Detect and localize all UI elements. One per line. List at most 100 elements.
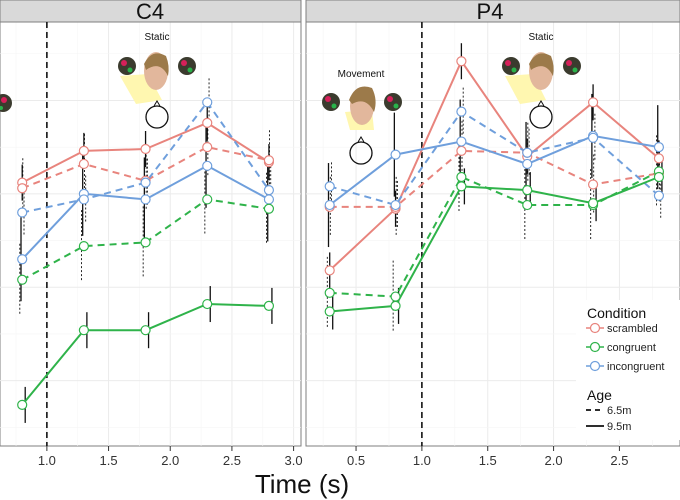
data-point-incongruent [263, 194, 275, 205]
series-lines [329, 59, 660, 313]
data-point-congruent [140, 325, 151, 336]
data-point-scrambled [202, 142, 213, 153]
legend-label-6.5m: 6.5m [607, 405, 631, 417]
head-outline-icon [529, 105, 553, 129]
data-point-scrambled [78, 145, 89, 156]
head-nose-icon [537, 100, 545, 107]
data-point-scrambled [587, 179, 599, 190]
hair-icon [529, 53, 554, 76]
data-point-scrambled [653, 153, 665, 164]
ball-icon-spot [1, 97, 7, 103]
x-tick-label: 1.0 [38, 453, 56, 468]
data-point-incongruent [653, 190, 665, 201]
data-point-incongruent [522, 147, 533, 158]
data-point-incongruent [456, 136, 467, 147]
x-axis-title: Time (s) [255, 469, 349, 499]
strip-background [305, 0, 680, 23]
data-point-scrambled [587, 97, 599, 108]
x-tick-label: 3.0 [285, 453, 303, 468]
head-nose-icon [153, 100, 161, 107]
data-point-incongruent [324, 181, 335, 192]
x-tick-label: 1.0 [413, 453, 431, 468]
data-point-incongruent [456, 106, 467, 117]
ball-icon [322, 93, 340, 111]
legend-label-scrambled: scrambled [607, 323, 658, 335]
legend: Condition scrambledcongruentincongruent … [576, 300, 680, 440]
data-point-incongruent [324, 199, 335, 211]
data-point-incongruent [78, 194, 89, 205]
legend-conditions: scrambled congruent incongruent [586, 322, 665, 373]
x-tick-label: 2.5 [610, 453, 628, 468]
x-axis-ticks: 1.0 1.5 2.0 2.5 3.0 [38, 446, 303, 468]
data-point-incongruent [17, 207, 28, 218]
series-line-scrambled-9.5m [329, 59, 660, 272]
series-line-incongruent-9.5m [329, 134, 660, 206]
x-tick-label: 2.0 [161, 453, 179, 468]
data-point-congruent [456, 181, 467, 192]
ball-icon [178, 57, 196, 75]
ball-icon-spot [181, 60, 187, 66]
data-point-congruent [263, 300, 275, 312]
data-point-scrambled [324, 265, 335, 276]
data-point-incongruent [390, 149, 401, 160]
ball-icon [502, 57, 520, 75]
series-points [324, 56, 665, 317]
data-point-scrambled [202, 117, 213, 128]
panel-title: P4 [477, 0, 504, 24]
data-point-congruent [390, 291, 401, 302]
data-point-incongruent [263, 185, 275, 196]
data-point-congruent [324, 287, 335, 298]
x-tick-label: 2.5 [223, 453, 241, 468]
data-point-congruent [522, 185, 533, 196]
panel-c4: C4 Static [0, 0, 303, 468]
legend-label-incongruent: incongruent [607, 361, 665, 373]
data-point-scrambled [263, 155, 275, 166]
ball-icon-spot [0, 106, 3, 110]
annotation-static: Static [144, 32, 169, 43]
static-stimulus-image [502, 52, 581, 129]
legend-label-congruent: congruent [607, 342, 656, 354]
ball-icon-spot [331, 103, 337, 109]
movement-stimulus-image [0, 94, 12, 112]
ball-icon-spot [325, 96, 331, 102]
data-point-congruent [17, 399, 28, 411]
annotation-movement: Movement [338, 69, 385, 80]
data-point-congruent [202, 194, 213, 205]
panel-p4: P4 Movement Static [305, 0, 680, 468]
ball-icon-spot [505, 60, 511, 66]
ball-icon-spot [566, 60, 572, 66]
legend-key-point [589, 322, 601, 334]
ball-icon [118, 57, 136, 75]
data-point-congruent [587, 198, 599, 209]
data-point-scrambled [78, 158, 89, 170]
movement-stimulus-image [322, 86, 402, 165]
series-line-scrambled-6.5m [21, 146, 270, 190]
data-point-incongruent [17, 254, 28, 265]
data-point-congruent [78, 325, 89, 336]
data-point-incongruent [140, 194, 151, 205]
data-point-incongruent [390, 199, 401, 211]
ball-icon-spot [572, 67, 578, 73]
data-point-congruent [653, 171, 665, 183]
series-line-incongruent-6.5m [21, 100, 270, 214]
hair-icon [144, 53, 169, 76]
data-point-congruent [456, 171, 467, 183]
annotation-static: Static [528, 32, 553, 43]
legend-age-title: Age [587, 387, 612, 403]
head-outline-icon [145, 105, 169, 129]
data-point-congruent [263, 203, 275, 214]
data-point-incongruent [202, 97, 213, 108]
legend-condition-title: Condition [587, 305, 646, 321]
ball-icon-spot [127, 67, 133, 73]
data-point-congruent [17, 274, 28, 285]
series-line-incongruent-6.5m [329, 110, 660, 207]
x-tick-label: 0.5 [347, 453, 365, 468]
ball-icon-spot [393, 103, 399, 109]
legend-ages: 6.5m 9.5m [586, 405, 631, 433]
panel-title: C4 [136, 0, 164, 24]
series-points [17, 97, 275, 411]
x-axis-ticks: 0.5 1.0 1.5 2.0 2.5 [347, 446, 628, 468]
data-point-congruent [324, 306, 335, 317]
strip-background [0, 0, 302, 23]
